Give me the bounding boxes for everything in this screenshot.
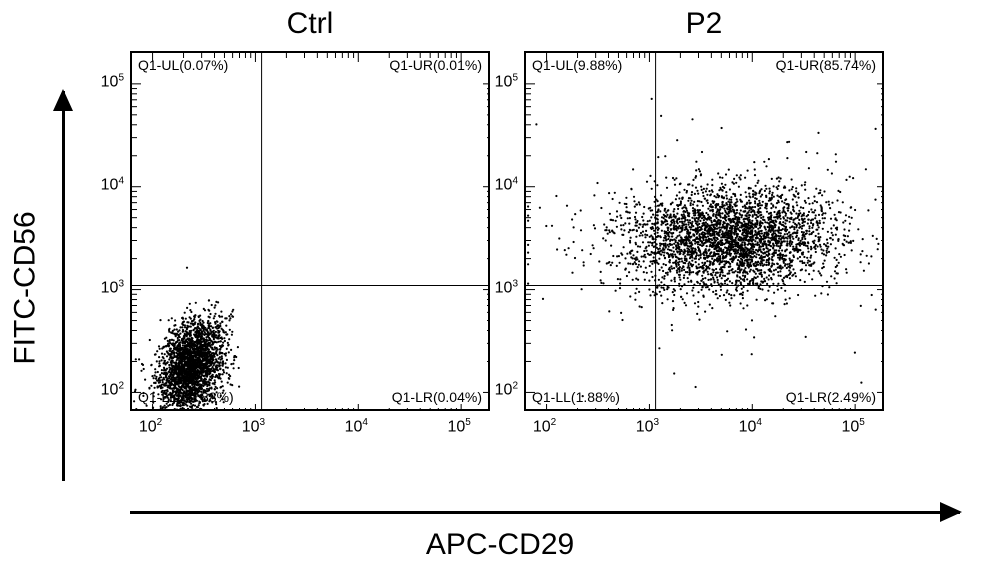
x-tick: 104 — [345, 417, 368, 436]
x-tick: 102 — [139, 417, 162, 436]
quadrant-label-lr: Q1-LR(0.04%) — [392, 389, 482, 405]
y-axis-arrow — [62, 91, 65, 481]
y-ticks: 102 103 104 105 — [82, 51, 130, 411]
y-ticks: 102 103 104 105 — [476, 51, 524, 411]
panel-ctrl: CtrlQ1-UL(0.07%)Q1-UR(0.01%)Q1-LL(99.88%… — [130, 55, 490, 411]
y-tick: 105 — [101, 72, 124, 91]
x-tick: 104 — [739, 417, 762, 436]
x-tick: 102 — [533, 417, 556, 436]
panel-title: Ctrl — [287, 7, 334, 41]
scatter-plot — [130, 51, 490, 411]
x-ticks: 102 103 104 105 — [524, 411, 884, 441]
panel-title: P2 — [686, 7, 723, 41]
quadrant-label-ur: Q1-UR(85.74%) — [776, 57, 876, 73]
y-tick: 102 — [495, 381, 518, 400]
y-axis-label: FITC-CD56 — [8, 211, 42, 364]
x-tick: 103 — [636, 417, 659, 436]
y-tick: 103 — [101, 278, 124, 297]
y-tick: 104 — [101, 175, 124, 194]
flow-cytometry-figure: FITC-CD56 APC-CD29 Ctrl Q1-UL(0.07%) Q1-UR… — [0, 0, 1000, 576]
y-tick: 105 — [495, 72, 518, 91]
y-tick: 104 — [495, 175, 518, 194]
quadrant-label-ul: Q1-UL(9.88%) — [532, 57, 622, 73]
x-axis-label: APC-CD29 — [0, 528, 1000, 562]
quadrant-label-lr: Q1-LR(2.49%) — [786, 389, 876, 405]
x-ticks: 102 103 104 105 — [130, 411, 490, 441]
panels-row: CtrlQ1-UL(0.07%)Q1-UR(0.01%)Q1-LL(99.88%… — [130, 55, 960, 411]
plot-wrap: Q1-UL(0.07%) Q1-UR(0.01%) Q1-LL(99.88%) Q1-… — [130, 51, 490, 411]
panel-p2: P2Q1-UL(9.88%)Q1-UR(85.74%)Q1-LL(1.88%)Q… — [524, 55, 884, 411]
plot-wrap: Q1-UL(9.88%) Q1-UR(85.74%) Q1-LL(1.88%) Q1-… — [524, 51, 884, 411]
quadrant-label-ll: Q1-LL(99.88%) — [138, 389, 234, 405]
y-tick: 102 — [101, 381, 124, 400]
x-tick: 105 — [447, 417, 470, 436]
x-tick: 105 — [841, 417, 864, 436]
quadrant-label-ul: Q1-UL(0.07%) — [138, 57, 228, 73]
x-tick: 103 — [242, 417, 265, 436]
y-tick: 103 — [495, 278, 518, 297]
quadrant-label-ll: Q1-LL(1.88%) — [532, 389, 620, 405]
quadrant-label-ur: Q1-UR(0.01%) — [389, 57, 482, 73]
x-axis-arrow — [130, 511, 960, 514]
scatter-plot — [524, 51, 884, 411]
